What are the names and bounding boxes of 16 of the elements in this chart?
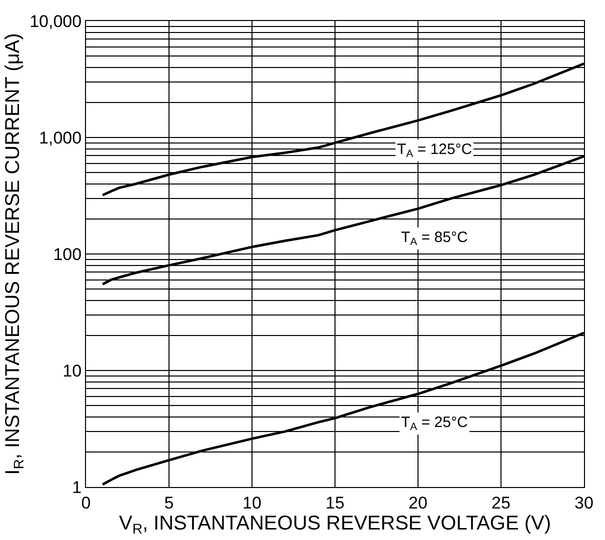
y-tick-label: 100 [53,244,82,264]
y-tick-label: 10 [62,361,82,380]
x-tick-label: 30 [574,493,594,512]
x-tick-label: 20 [408,493,428,512]
x-tick-label: 25 [492,493,510,512]
series-label: T$_{A}$ = 85°C [401,229,468,248]
y-tick-label: 10,000 [30,12,82,31]
x-tick-label: 5 [164,493,174,512]
y-tick-label: 1,000 [39,128,82,148]
y-tick-label: 1 [72,478,82,497]
x-axis-title: V$_{R}$, INSTANTANEOUS REVERSE VOLTAGE (V) [118,512,552,537]
x-tick-label: 15 [326,493,344,512]
series-label: T$_{A}$ = 25°C [401,414,468,434]
series-label: T$_{A}$ = 125°C [397,141,472,160]
x-tick-label: 0 [81,493,91,512]
x-tick-label: 10 [242,493,262,512]
